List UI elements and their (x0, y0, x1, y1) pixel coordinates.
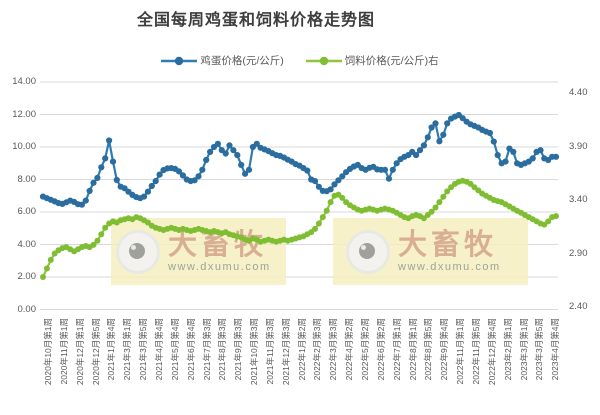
watermark-brand: 大畜牧 (168, 229, 268, 261)
x-axis-tick-label: 2022年2月第3周 (312, 318, 323, 381)
x-axis-tick-label: 2022年11月第1周 (455, 318, 466, 385)
left-axis-tick-label: 0.00 (17, 303, 37, 315)
chart-title: 全国每周鸡蛋和饲料价格走势图 (136, 12, 375, 29)
x-axis-tick-label: 2023年3月第1周 (518, 318, 529, 381)
watermark-right: 大畜牧 www.dxumu.com (333, 218, 528, 285)
right-axis-tick-label: 3.90 (569, 140, 588, 152)
logo-highlight (131, 244, 136, 250)
egg-series-marker-icon (161, 56, 198, 65)
x-axis-tick-label: 2020年12月第1周 (74, 318, 85, 386)
x-axis-tick-label: 2021年6月第4周 (185, 318, 196, 381)
x-axis-tick-label: 2022年1月第2周 (296, 318, 307, 381)
x-axis-tick-label: 2022年8月第1周 (407, 318, 418, 381)
x-axis-tick-label: 2020年10月第1周 (43, 318, 53, 386)
x-axis-tick-label: 2021年12月第3周 (280, 318, 291, 386)
x-axis-tick-label: 2021年10月第3周 (249, 318, 259, 386)
x-axis-tick-label: 2023年4月第4周 (550, 318, 561, 381)
watermark-text: 大畜牧 www.dxumu.com (168, 230, 271, 273)
logo-pupil (359, 242, 375, 259)
right-axis-tick-label: 3.40 (569, 194, 588, 205)
x-axis-tick-label: 2022年3月第3周 (328, 318, 339, 381)
dxumu-eye-logo-icon (346, 229, 390, 274)
dxumu-eye-logo-icon (116, 229, 160, 274)
left-axis-tick-label: 6.00 (17, 206, 37, 217)
x-axis-tick-label: 2021年7月第3周 (201, 318, 212, 381)
x-axis-tick-label: 2022年7月第1周 (391, 318, 402, 381)
right-axis-tick-label: 2.90 (569, 247, 588, 259)
legend-label-feed-price: 饲料价格(元/公斤)右 (344, 55, 439, 67)
watermark-url: www.dxumu.com (398, 261, 501, 273)
x-axis-tick-label: 2022年11月第5周 (470, 318, 481, 385)
x-axis-tick-label: 2022年4月第2周 (344, 318, 355, 381)
x-axis-tick-label: 2021年3月第5周 (138, 318, 149, 381)
logo-highlight (361, 244, 366, 250)
x-axis-tick-label: 2022年9月第4周 (439, 318, 450, 381)
x-axis-tick-label: 2022年8月第5周 (423, 318, 434, 381)
right-axis-tick-label: 2.40 (569, 301, 588, 312)
x-axis-tick-label: 2021年8月第3周 (217, 318, 228, 381)
watermark-text: 大畜牧 www.dxumu.com (398, 230, 501, 273)
x-axis-tick-label: 2022年6月第2周 (375, 318, 386, 381)
left-axis-tick-label: 10.00 (12, 141, 36, 152)
x-axis-tick-label: 2023年2月第1周 (502, 318, 513, 381)
x-axis-tick-label: 2020年12月第5周 (90, 318, 101, 386)
chart-legend: 鸡蛋价格(元/公斤) 饲料价格(元/公斤)右 (0, 53, 600, 68)
left-axis-tick-label: 12.00 (12, 108, 36, 120)
x-axis-tick-label: 2022年5月第2周 (360, 318, 370, 381)
watermark-url: www.dxumu.com (168, 261, 271, 273)
x-axis-tick-label: 2021年4月第4周 (153, 318, 164, 381)
watermark-left: 大畜牧 www.dxumu.com (111, 218, 286, 285)
left-axis-tick-label: 4.00 (17, 238, 37, 250)
watermark-brand: 大畜牧 (398, 229, 498, 261)
x-axis-tick-label: 2021年11月第3周 (264, 318, 275, 385)
x-axis-tick-label: 2023年3月第5周 (534, 318, 545, 381)
feed-series-marker-icon (305, 56, 342, 65)
x-axis-tick-label: 2021年9月第3周 (233, 318, 244, 381)
legend-label-egg-price: 鸡蛋价格(元/公斤) (200, 55, 284, 67)
logo-pupil (129, 242, 145, 259)
legend-item-egg-price: 鸡蛋价格(元/公斤) (161, 53, 284, 68)
left-axis-tick-label: 8.00 (17, 173, 37, 185)
x-axis-tick-label: 2021年3月第1周 (122, 318, 133, 381)
x-axis-tick-label: 2021年1月第4周 (106, 318, 117, 381)
legend-item-feed-price: 饲料价格(元/公斤)右 (305, 53, 439, 68)
right-axis-tick-label: 4.40 (569, 87, 588, 98)
left-axis-tick-label: 2.00 (17, 271, 37, 282)
x-axis-tick-label: 2022年12月第4周 (486, 318, 497, 386)
left-axis-tick-label: 14.00 (12, 76, 36, 87)
x-axis-tick-label: 2021年5月第4周 (169, 318, 180, 381)
x-axis-tick-label: 2020年11月第1周 (58, 318, 69, 385)
